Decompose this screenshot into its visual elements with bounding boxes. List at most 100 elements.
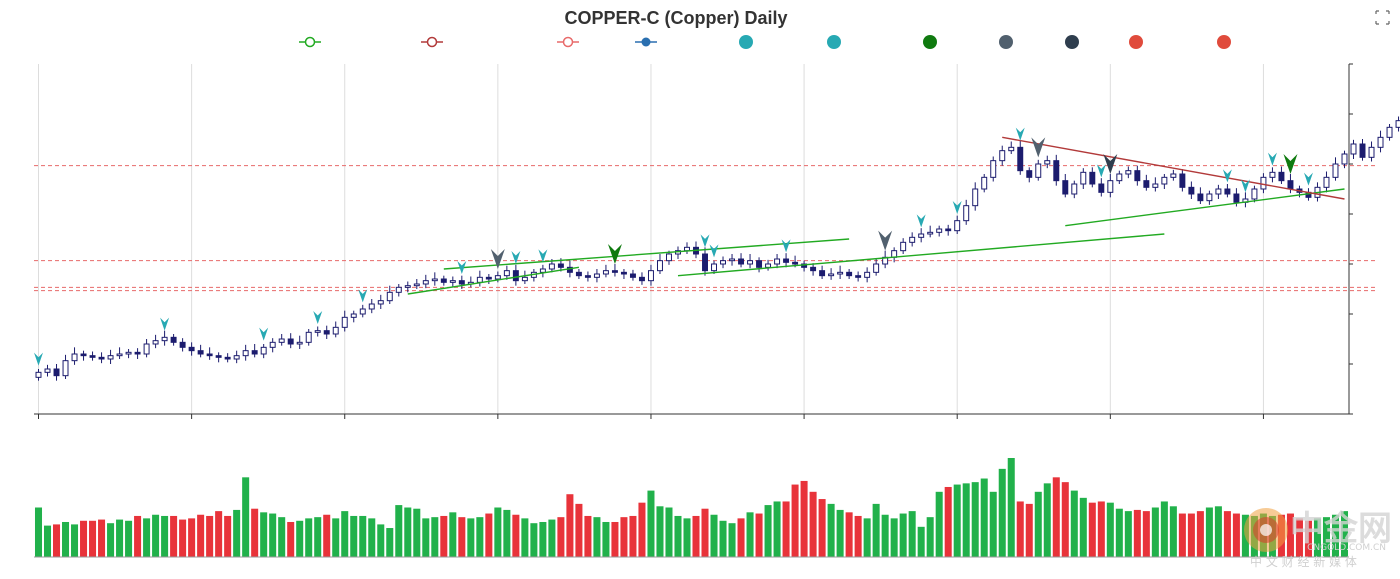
marker-arrow xyxy=(1283,154,1298,174)
marker-arrow xyxy=(709,244,719,258)
candle-body xyxy=(666,253,672,262)
pattern-marker-piercing xyxy=(160,317,170,331)
candle xyxy=(467,276,474,288)
candle xyxy=(738,253,745,268)
candle xyxy=(62,354,69,379)
volume-bar xyxy=(998,468,1006,557)
volume-bar xyxy=(881,514,889,557)
volume-bar xyxy=(557,517,565,557)
candle-body xyxy=(1395,120,1400,128)
brand-logo-icon xyxy=(1244,508,1288,552)
candle xyxy=(584,271,591,282)
candle-body xyxy=(783,258,790,263)
volume-bar xyxy=(1205,507,1213,557)
volume-bar xyxy=(1133,509,1141,557)
candle xyxy=(783,253,790,268)
brand-watermark: 中金网 CNGOLD.COM.CN 中 文 财 经 新 媒 体 xyxy=(1244,508,1392,569)
candle xyxy=(945,224,952,236)
candle xyxy=(575,269,582,279)
legend-symbol-dot xyxy=(1065,35,1079,49)
volume-bar xyxy=(143,518,151,557)
legend-symbol-dot xyxy=(1217,35,1231,49)
volume-bar xyxy=(782,501,790,557)
candle-body xyxy=(647,270,654,282)
volume-bar xyxy=(1070,490,1078,557)
volume-bar xyxy=(746,512,754,557)
candle-body xyxy=(774,258,781,265)
candle-body xyxy=(242,350,249,357)
candle xyxy=(80,350,87,361)
volume-bar xyxy=(674,515,682,557)
volume-bar xyxy=(107,523,115,557)
legend-symbol-circle xyxy=(304,36,316,48)
candle xyxy=(936,225,943,237)
trendline-down xyxy=(1002,136,1345,200)
pattern-marker-engulfing xyxy=(538,249,548,263)
volume-bar xyxy=(962,483,970,557)
pattern-marker-engulfing xyxy=(709,244,719,258)
volume-bar xyxy=(413,508,421,557)
candle xyxy=(296,335,303,349)
candle xyxy=(819,265,826,279)
candle-body xyxy=(656,260,663,272)
watermark-brand: 中金网 xyxy=(1290,509,1392,549)
volume-bar xyxy=(278,517,286,557)
save-image-icon[interactable] xyxy=(1375,10,1390,25)
candle xyxy=(197,344,204,358)
volume-bar xyxy=(773,501,781,557)
candle xyxy=(981,174,988,193)
marker-arrow xyxy=(1222,169,1232,183)
candle xyxy=(1341,150,1348,169)
volume-bar xyxy=(368,518,376,557)
volume-bar xyxy=(800,480,808,557)
candle-body xyxy=(638,276,645,282)
candle-body xyxy=(1071,183,1078,195)
pattern-marker-doji xyxy=(1103,154,1118,174)
candle-body xyxy=(431,278,438,282)
volume-bar xyxy=(197,514,205,557)
candle-body xyxy=(1116,173,1123,182)
volume-bar xyxy=(908,511,916,557)
candle-body xyxy=(1008,146,1015,152)
marker-arrow xyxy=(457,261,467,274)
candle xyxy=(1062,174,1069,198)
candle-body xyxy=(368,303,375,310)
candle xyxy=(972,182,979,211)
candle-body xyxy=(269,341,276,348)
candle-body xyxy=(1341,153,1348,165)
candle xyxy=(71,347,78,365)
volume-bar xyxy=(1196,511,1204,557)
volume-bar xyxy=(521,518,529,557)
candle-body xyxy=(53,368,60,377)
candle-body xyxy=(1080,171,1087,185)
volume-bar xyxy=(1043,483,1051,557)
candle xyxy=(990,156,997,182)
candle xyxy=(377,294,384,309)
candle-body xyxy=(1161,176,1168,185)
candle-body xyxy=(936,228,943,233)
volume-bar xyxy=(755,513,763,557)
volume-bar xyxy=(1169,506,1177,557)
candle-body xyxy=(395,286,402,293)
candle xyxy=(116,347,123,359)
candle xyxy=(1188,181,1195,199)
candle-body xyxy=(738,258,745,265)
volume-bar xyxy=(593,517,601,557)
candle xyxy=(287,333,294,349)
volume-bar xyxy=(1178,513,1186,557)
volume-bar xyxy=(269,513,277,557)
candle-body xyxy=(179,341,186,348)
volume-bar xyxy=(1088,502,1096,557)
candle xyxy=(1179,169,1186,192)
candle-body xyxy=(927,231,934,235)
candle-body xyxy=(359,308,366,315)
candle-body xyxy=(377,300,384,305)
candle-body xyxy=(1260,176,1267,190)
candle-body xyxy=(1044,160,1051,165)
candle xyxy=(278,334,285,346)
marker-arrow xyxy=(607,244,622,264)
candle-body xyxy=(954,220,961,232)
volume-bar xyxy=(1160,501,1168,557)
candle-body xyxy=(98,356,105,360)
candle-body xyxy=(828,273,835,277)
